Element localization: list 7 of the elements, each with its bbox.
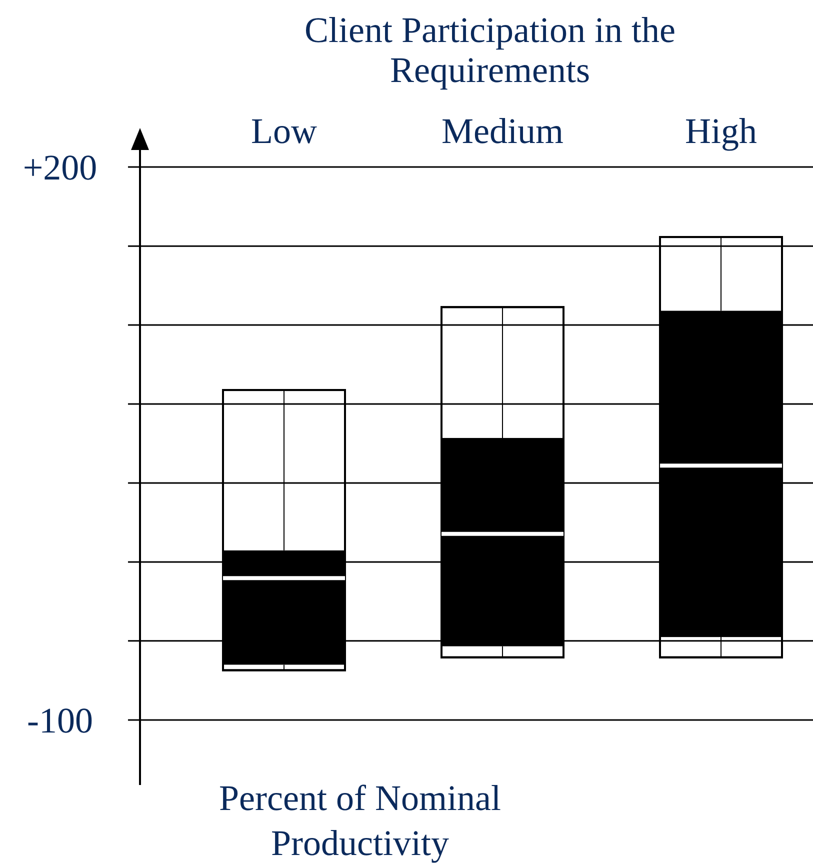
y-tick-label: -100 — [27, 700, 93, 741]
text: Percent of Nominal Productivity — [219, 778, 501, 863]
chart-title: Client Participation in the Requirements — [304, 10, 676, 90]
y-tick-label: +200 — [22, 148, 98, 188]
x-tick-label: High — [685, 111, 757, 151]
x-tick-label: Low — [251, 111, 317, 151]
x-tick-label: Medium — [442, 111, 564, 151]
